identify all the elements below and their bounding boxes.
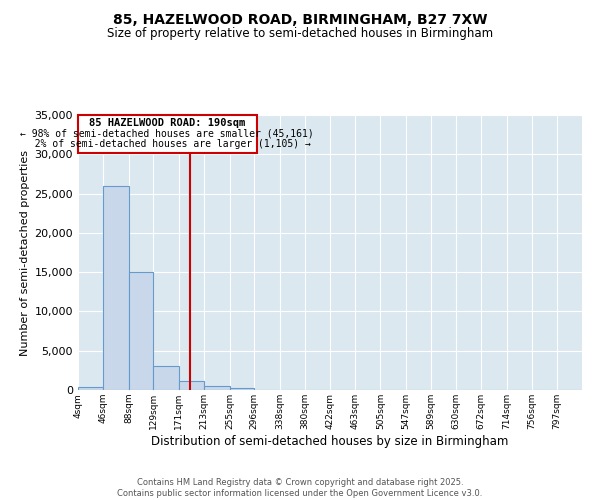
- Text: Size of property relative to semi-detached houses in Birmingham: Size of property relative to semi-detach…: [107, 28, 493, 40]
- Bar: [103, 186, 129, 390]
- Text: 85 HAZELWOOD ROAD: 190sqm: 85 HAZELWOOD ROAD: 190sqm: [89, 118, 245, 128]
- Text: Contains HM Land Registry data © Crown copyright and database right 2025.
Contai: Contains HM Land Registry data © Crown c…: [118, 478, 482, 498]
- Y-axis label: Number of semi-detached properties: Number of semi-detached properties: [20, 150, 31, 356]
- Bar: [129, 272, 154, 390]
- Bar: [179, 382, 204, 390]
- Bar: [230, 388, 254, 390]
- Text: ← 98% of semi-detached houses are smaller (45,161): ← 98% of semi-detached houses are smalle…: [20, 129, 314, 139]
- Bar: [154, 366, 179, 390]
- Text: 2% of semi-detached houses are larger (1,105) →: 2% of semi-detached houses are larger (1…: [23, 140, 311, 149]
- FancyBboxPatch shape: [78, 115, 257, 152]
- Bar: [204, 386, 230, 390]
- Text: 85, HAZELWOOD ROAD, BIRMINGHAM, B27 7XW: 85, HAZELWOOD ROAD, BIRMINGHAM, B27 7XW: [113, 12, 487, 26]
- X-axis label: Distribution of semi-detached houses by size in Birmingham: Distribution of semi-detached houses by …: [151, 434, 509, 448]
- Bar: [78, 387, 103, 390]
